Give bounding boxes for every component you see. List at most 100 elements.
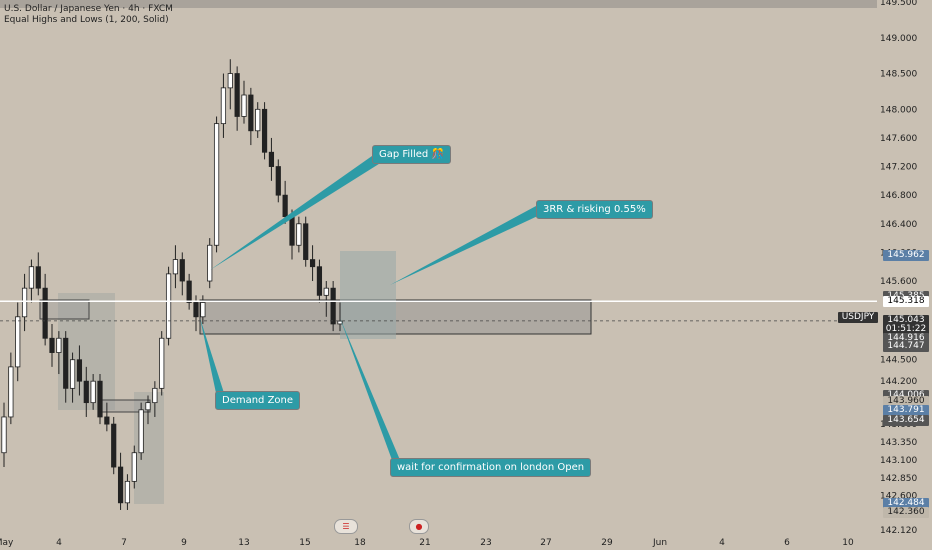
candle-body — [241, 94, 247, 117]
indicator-label[interactable]: Equal Highs and Lows (1, 200, Solid) — [4, 15, 169, 25]
top-bar — [0, 0, 877, 8]
candle-body — [138, 409, 144, 454]
candle-body — [193, 302, 199, 318]
candle-body — [289, 216, 295, 246]
annotation-rr[interactable]: 3RR & risking 0.55% — [536, 200, 653, 219]
annotation-gap-filled[interactable]: Gap Filled 🎊 — [372, 145, 451, 164]
y-tick-label: 146.800 — [880, 191, 917, 201]
x-tick-label: 15 — [299, 538, 310, 548]
candle-body — [316, 266, 323, 296]
y-tick-label: 142.850 — [880, 474, 917, 484]
candle-body — [213, 123, 220, 246]
x-tick-label: 7 — [121, 538, 127, 548]
flag-button[interactable]: ☰ — [334, 519, 358, 534]
confirm-callout-pointer — [340, 318, 400, 460]
candle-body — [1, 416, 7, 454]
x-tick-label: 18 — [354, 538, 366, 548]
candle-body — [76, 359, 83, 382]
price-axis[interactable]: 142.120142.600142.850143.100143.350143.6… — [880, 0, 917, 536]
price-tag: 142.484 — [883, 498, 929, 510]
y-tick-label: 143.350 — [880, 438, 917, 448]
price-tag: 144.006 — [883, 389, 929, 401]
y-tick-label: 142.600 — [880, 492, 917, 502]
symbol-tag: USDJPY — [838, 312, 878, 323]
x-tick-label: 4 — [56, 538, 62, 548]
candle-body — [255, 108, 261, 132]
price-tag: 142.360 — [883, 507, 929, 519]
x-tick-label: 6 — [784, 538, 790, 548]
chart-title: U.S. Dollar / Japanese Yen · 4h · FXCM — [4, 4, 173, 14]
y-tick-label: 146.400 — [880, 220, 917, 230]
x-tick-label: 23 — [480, 538, 491, 548]
price-tag: 143.960 — [883, 395, 929, 407]
candle-body — [165, 273, 172, 339]
x-tick-label: Jun — [652, 538, 667, 548]
y-tick-label: 147.200 — [880, 163, 917, 173]
y-tick-label: 144.500 — [880, 356, 917, 366]
candle-body — [63, 337, 69, 389]
candle-body — [207, 244, 213, 282]
price-tag: 144.747 — [883, 341, 929, 353]
candle-body — [275, 166, 281, 196]
candle-body — [131, 452, 137, 482]
candle-body — [152, 387, 158, 404]
candle-body — [227, 73, 233, 89]
candle-body — [337, 320, 343, 325]
gap-callout-pointer — [210, 156, 382, 270]
target-box — [340, 251, 396, 339]
candle-body — [117, 466, 124, 504]
candle-body — [69, 359, 76, 389]
flag-icon: ☰ — [342, 522, 350, 531]
candle-body — [323, 287, 329, 296]
candle-body — [104, 416, 110, 425]
candle-body — [330, 287, 336, 325]
y-tick-label: 148.000 — [880, 105, 917, 115]
price-tag: 143.654 — [883, 414, 929, 426]
candle-body — [35, 266, 41, 289]
candle-body — [296, 223, 302, 246]
candle-body — [145, 402, 151, 411]
price-axis-bg — [877, 0, 932, 550]
candle-body — [200, 302, 206, 318]
price-tag: 145.043 — [883, 315, 929, 327]
candle-body — [172, 259, 179, 275]
annotation-confirmation[interactable]: wait for confirmation on london Open — [390, 458, 592, 477]
price-tag: 145.962 — [883, 249, 929, 261]
candle-body — [261, 108, 268, 153]
candle-body — [83, 380, 89, 404]
event-icon: ● — [415, 522, 423, 531]
candle-body — [248, 94, 254, 132]
candle-body — [56, 337, 62, 353]
candle-body — [111, 423, 117, 468]
x-tick-label: 10 — [842, 538, 854, 548]
candle-body — [309, 259, 316, 268]
candle-body — [303, 223, 309, 260]
candle-body — [28, 266, 35, 289]
y-tick-label: 147.600 — [880, 134, 917, 144]
price-tag: 143.791 — [883, 404, 929, 416]
candle-body — [124, 480, 131, 504]
y-tick-label: 142.120 — [880, 526, 917, 536]
candle-body — [282, 194, 288, 218]
candle-body — [15, 316, 21, 368]
time-axis[interactable]: May 4 7 9 13 15 18 21 23 27 29 Jun 4 6 10 — [0, 538, 854, 548]
x-tick-label: 4 — [719, 538, 725, 548]
event-button[interactable]: ● — [409, 519, 429, 534]
candle-body — [21, 287, 28, 318]
candle-body — [42, 287, 48, 339]
candle-body — [234, 73, 240, 117]
annotation-demand-zone[interactable]: Demand Zone — [215, 391, 301, 410]
rr-callout-pointer — [390, 206, 542, 285]
x-tick-label: May — [0, 538, 14, 548]
y-tick-label: 149.500 — [880, 0, 917, 8]
price-tag: 144.916 — [883, 332, 929, 344]
candle-body — [97, 380, 103, 418]
candle-body — [268, 151, 275, 167]
y-tick-label: 144.200 — [880, 377, 917, 387]
x-tick-label: 21 — [419, 538, 430, 548]
candle-body — [159, 337, 165, 389]
equal-zone-1 — [39, 299, 90, 320]
x-tick-label: 29 — [601, 538, 613, 548]
y-tick-label: 149.000 — [880, 34, 917, 44]
